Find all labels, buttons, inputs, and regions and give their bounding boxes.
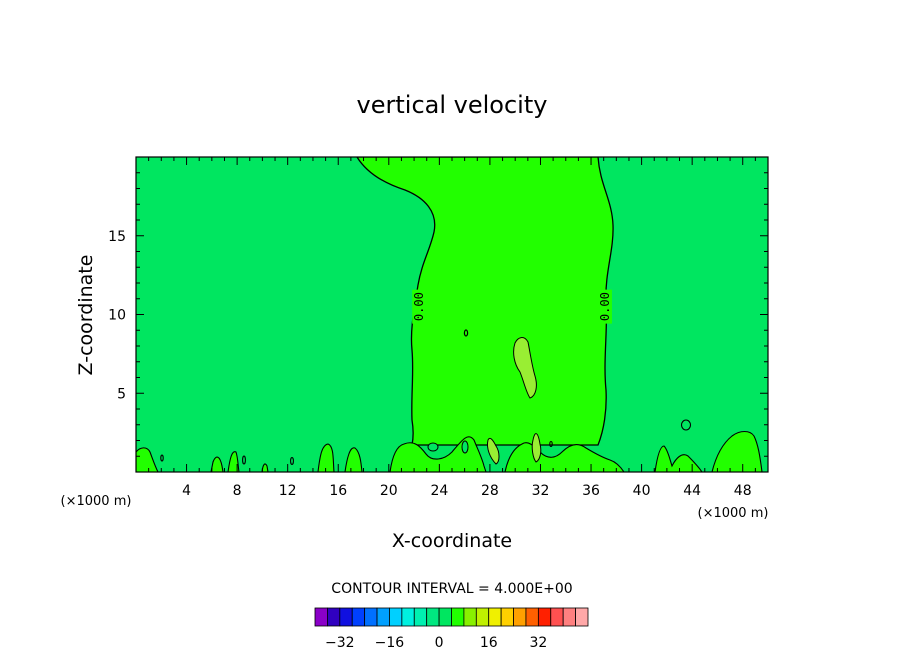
y-tick-label: 5 [117, 386, 126, 402]
y-ticks: 5 10 15 [108, 172, 768, 457]
x-tick-label: 44 [683, 483, 701, 499]
updraft-region [356, 157, 614, 446]
colorbar-swatch [314, 607, 328, 627]
colorbar-swatch [389, 607, 403, 627]
colorbar-swatch [438, 607, 452, 627]
x-ticks: 4 8 12 16 20 24 28 32 36 40 44 48 [148, 157, 756, 499]
x-axis-label: X-coordinate [392, 530, 512, 552]
positive-cell-center [513, 337, 537, 399]
plot-field [136, 157, 768, 472]
x-tick-label: 16 [329, 483, 347, 499]
colorbar-swatch [513, 607, 527, 627]
colorbar-tick-label: 32 [529, 635, 547, 651]
x-tick-label: 24 [430, 483, 448, 499]
chart-title: vertical velocity [357, 91, 548, 119]
colorbar-swatch [426, 607, 440, 627]
x-unit-right: (×1000 m) [698, 506, 769, 521]
x-tick-label: 20 [380, 483, 398, 499]
small-contour [680, 419, 692, 431]
colorbar-tick-label: −32 [325, 635, 355, 651]
contour-label: 0.00 [412, 292, 426, 321]
colorbar-swatch [413, 607, 428, 627]
colorbar-swatch [550, 607, 564, 627]
colorbar-labels: −32 −16 0 16 32 [325, 635, 547, 651]
contour-label-bg [412, 289, 427, 324]
contour-label: 0.00 [598, 292, 612, 321]
y-axis-label: Z-coordinate [75, 255, 97, 376]
small-contour [290, 456, 294, 466]
small-contour [463, 329, 469, 337]
colorbar-swatch [351, 607, 366, 627]
x-unit-left: (×1000 m) [61, 494, 132, 509]
small-contour [427, 442, 439, 452]
colorbar-swatch [451, 607, 465, 627]
y-tick-label: 15 [108, 229, 126, 245]
contour-labels: 0.00 0.00 [412, 289, 612, 324]
colorbar-swatch [339, 607, 353, 627]
colorbar-swatch [364, 607, 378, 627]
small-contour [549, 440, 553, 448]
x-tick-label: 28 [481, 483, 499, 499]
contour-interval: CONTOUR INTERVAL = 4.000E+00 [331, 581, 572, 597]
small-contour [160, 454, 164, 462]
colorbar-swatch [376, 607, 390, 627]
colorbar-swatch [500, 607, 514, 627]
low-level-positive-band [136, 430, 763, 472]
colorbar-swatch [525, 607, 539, 627]
colorbar-swatch [463, 607, 477, 627]
x-tick-label: 48 [734, 483, 752, 499]
x-tick-label: 40 [633, 483, 651, 499]
x-tick-label: 12 [279, 483, 297, 499]
colorbar-tick-label: 0 [435, 635, 444, 651]
y-tick-label: 10 [108, 308, 126, 324]
colorbar [314, 607, 589, 627]
small-contour [242, 455, 246, 465]
small-contour [461, 440, 469, 454]
colorbar-swatch [537, 607, 552, 627]
colorbar-swatch [401, 607, 415, 627]
colorbar-swatch [488, 607, 502, 627]
contour-label-bg [597, 289, 612, 324]
positive-cell-lower [531, 433, 542, 463]
x-tick-label: 36 [582, 483, 600, 499]
positive-cell-small [487, 437, 500, 465]
colorbar-swatch [562, 607, 576, 627]
colorbar-swatch [327, 607, 341, 627]
x-tick-label: 4 [182, 483, 191, 499]
x-tick-label: 8 [233, 483, 242, 499]
colorbar-tick-label: 16 [480, 635, 498, 651]
colorbar-swatch [575, 607, 589, 627]
x-tick-label: 32 [532, 483, 550, 499]
colorbar-swatch [475, 607, 490, 627]
colorbar-tick-label: −16 [375, 635, 405, 651]
